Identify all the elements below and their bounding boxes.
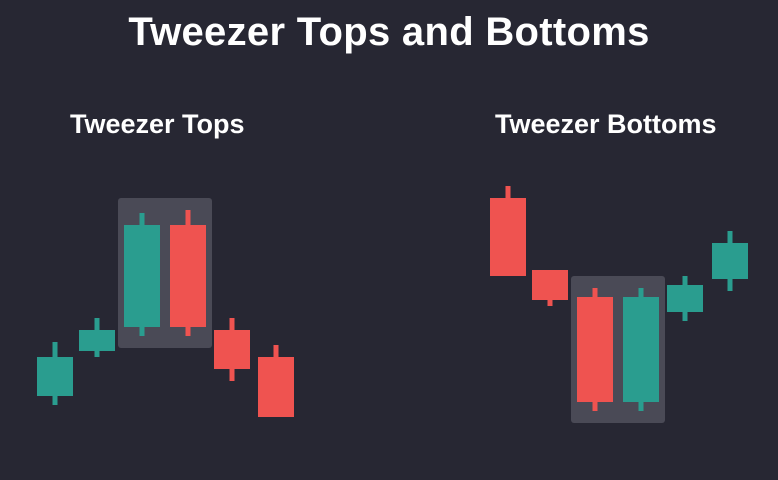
tops-candle-3-body	[124, 225, 160, 327]
tops-candle-1-body	[37, 357, 73, 396]
bottoms-candle-2-body	[532, 270, 568, 300]
bottoms-candle-6	[712, 231, 748, 291]
tops-candle-2	[79, 318, 115, 357]
bottoms-candle-1-body	[490, 198, 526, 276]
bottoms-candle-2	[532, 270, 568, 306]
tops-candle-6-body	[258, 357, 294, 417]
bottoms-candle-1	[490, 186, 526, 276]
tops-candle-5	[214, 318, 250, 381]
bottoms-candle-6-body	[712, 243, 748, 279]
bottoms-candle-4	[623, 288, 659, 411]
tops-candle-1	[37, 342, 73, 405]
tops-candle-4	[170, 210, 206, 336]
bottoms-candle-3	[577, 288, 613, 411]
tops-candle-5-body	[214, 330, 250, 369]
page-title: Tweezer Tops and Bottoms	[128, 10, 650, 54]
tops-candle-2-body	[79, 330, 115, 351]
tweezer-bottoms-title: Tweezer Bottoms	[495, 109, 717, 139]
bottoms-candle-5	[667, 276, 703, 321]
tops-candle-3	[124, 213, 160, 336]
bottoms-candle-5-body	[667, 285, 703, 312]
tweezer-bottoms-chart	[490, 186, 748, 423]
tweezer-tops-title: Tweezer Tops	[70, 109, 245, 139]
bottoms-candle-3-body	[577, 297, 613, 402]
tweezer-tops-chart	[37, 198, 294, 417]
tops-candle-4-body	[170, 225, 206, 327]
tops-candle-6	[258, 345, 294, 417]
bottoms-candle-4-body	[623, 297, 659, 402]
